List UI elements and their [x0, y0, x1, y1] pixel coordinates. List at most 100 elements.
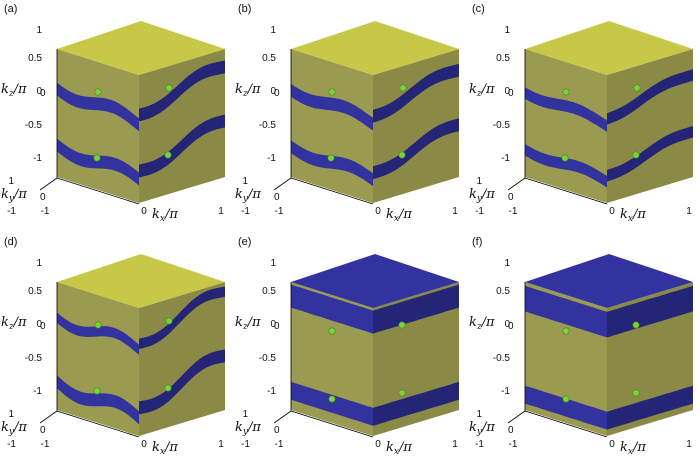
weyl-point-2: [561, 154, 569, 162]
kz-axis-label: kz/π: [469, 82, 495, 99]
kx-axis-label: kx/π: [152, 207, 178, 224]
y-tick-label: -1: [475, 439, 484, 450]
z-tick-label: -0.5: [25, 353, 43, 364]
z-tick-label: 0: [270, 86, 276, 97]
panel-c: 10.50-0.5-11-1 -1 0 1kz/πky/πkx/π00(c): [469, 3, 693, 224]
panel-label: (f): [472, 236, 482, 248]
z-tick-label: 1: [504, 258, 510, 269]
cube-top-face: [291, 21, 459, 75]
z-tick-zero: 0: [508, 321, 514, 332]
kx-axis-label: kx/π: [152, 440, 178, 457]
y-tick-label: -1: [241, 439, 250, 450]
z-tick-label: 1: [504, 25, 510, 36]
panel-label: (b): [238, 3, 251, 15]
band-right-0: [607, 69, 693, 125]
ky-axis-label: ky/π: [469, 420, 495, 437]
y-tick-zero: 0: [508, 425, 514, 436]
z-tick-label: 1: [36, 25, 42, 36]
band-left-0: [57, 312, 139, 355]
z-tick-label: -0.5: [259, 353, 277, 364]
ky-axis-label: ky/π: [235, 187, 261, 204]
z-tick-label: 1: [270, 25, 276, 36]
z-tick-label: -1: [501, 153, 510, 164]
band-left-1: [291, 140, 373, 187]
weyl-point-2: [562, 395, 570, 403]
band-right-0: [607, 285, 693, 338]
x-tick-label: -1: [41, 439, 50, 450]
z-tick-label: -1: [501, 386, 510, 397]
z-tick-zero: 0: [508, 88, 514, 99]
band-left-0: [525, 285, 607, 338]
band-left-0: [291, 83, 373, 131]
kz-axis-label: kz/π: [469, 315, 495, 332]
weyl-point-2: [328, 395, 336, 403]
cube-top-face: [525, 254, 693, 308]
x-tick-label: 0: [375, 206, 381, 217]
y-tick-label: 1: [476, 176, 482, 187]
z-tick-zero: 0: [274, 321, 280, 332]
z-tick-label: -0.5: [25, 120, 43, 131]
cube-left-face: [57, 49, 139, 203]
x-tick-label: 0: [609, 206, 615, 217]
cube-top-face: [291, 254, 459, 308]
band-left-1: [525, 144, 607, 188]
z-tick-label: 0: [504, 319, 510, 330]
kz-axis-label: kz/π: [235, 315, 261, 332]
panel-f: 10.50-0.5-11-1 -1 0 1kz/πky/πkx/π00(f): [469, 236, 693, 457]
x-axis-line: [56, 410, 140, 438]
band-right-1: [139, 114, 225, 178]
weyl-point-1: [632, 321, 640, 329]
band-left-1: [57, 375, 139, 425]
weyl-point-1: [165, 317, 173, 325]
y-axis-line: [39, 177, 58, 191]
cube-left-face: [291, 49, 373, 203]
z-tick-label: 1: [270, 258, 276, 269]
y-tick-label: -1: [7, 439, 16, 450]
band-right-1: [373, 381, 459, 426]
z-tick-label: 0.5: [262, 53, 276, 64]
panel-e: 10.50-0.5-11-1 -1 0 1kz/πky/πkx/π00(e): [235, 236, 459, 457]
band-left-1: [291, 381, 373, 426]
z-tick-label: 0.5: [262, 286, 276, 297]
band-right-1: [607, 385, 693, 430]
x-tick-label: 0: [609, 439, 615, 450]
cube-right-face: [607, 49, 693, 203]
x-tick-label: 1: [686, 206, 692, 217]
x-tick-label: -1: [275, 439, 284, 450]
band-right-1: [607, 126, 693, 182]
z-tick-label: 0.5: [28, 53, 42, 64]
weyl-point-1: [165, 84, 173, 92]
x-tick-label: -1: [41, 206, 50, 217]
z-tick-label: 0.5: [496, 286, 510, 297]
y-tick-zero: 0: [274, 192, 280, 203]
x-tick-label: 0: [141, 206, 147, 217]
y-axis-line: [273, 410, 292, 424]
y-tick-zero: 0: [508, 192, 514, 203]
weyl-point-0: [562, 327, 570, 335]
y-tick-label: 1: [8, 409, 14, 420]
y-tick-label: 1: [242, 409, 248, 420]
x-tick-label: 0: [375, 439, 381, 450]
z-tick-label: 0: [36, 319, 42, 330]
x-tick-label: 1: [218, 206, 224, 217]
weyl-point-3: [164, 151, 172, 159]
y-axis-line: [507, 177, 526, 191]
z-tick-label: 0.5: [496, 53, 510, 64]
x-axis-line: [524, 177, 608, 205]
weyl-point-1: [633, 84, 641, 92]
y-tick-label: -1: [7, 206, 16, 217]
z-tick-label: 0: [36, 86, 42, 97]
z-tick-zero: 0: [40, 88, 46, 99]
y-tick-zero: 0: [40, 425, 46, 436]
z-tick-label: -1: [33, 153, 42, 164]
z-tick-label: 0: [270, 319, 276, 330]
y-tick-label: 1: [8, 176, 14, 187]
cube-top-face: [525, 21, 693, 75]
band-left-0: [57, 82, 139, 132]
kz-axis-label: kz/π: [1, 82, 27, 99]
band-right-0: [373, 284, 459, 334]
kx-axis-label: kx/π: [386, 440, 412, 457]
weyl-point-0: [94, 88, 102, 96]
weyl-point-2: [93, 387, 101, 395]
